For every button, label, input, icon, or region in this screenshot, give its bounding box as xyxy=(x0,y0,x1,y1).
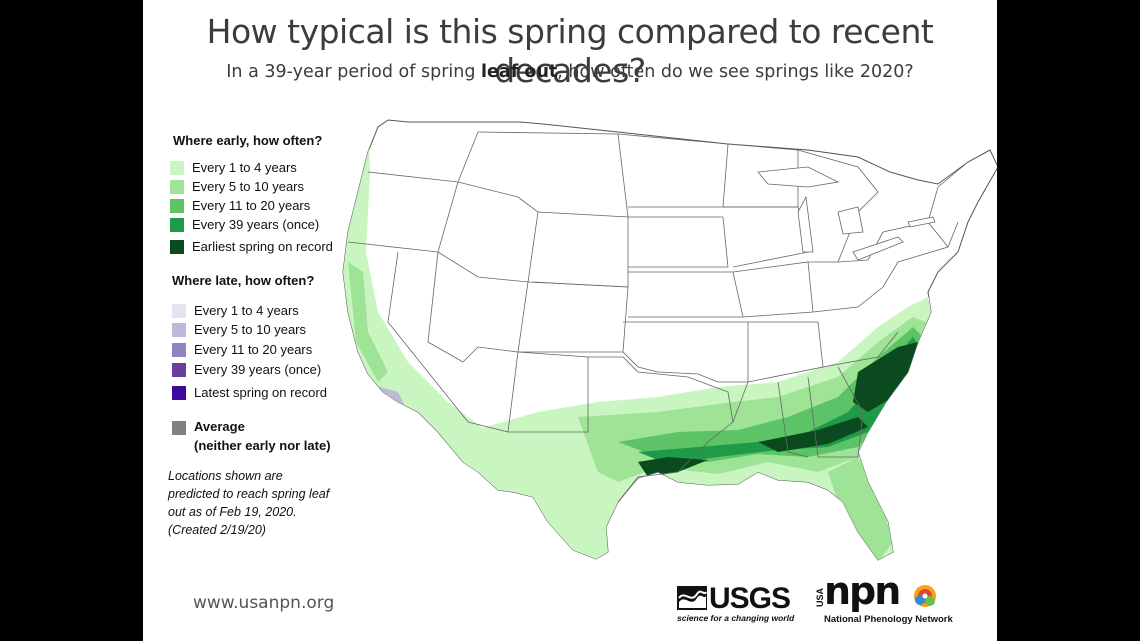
legend-swatch xyxy=(172,385,186,400)
lake-ontario xyxy=(907,216,936,228)
boundary-line xyxy=(437,181,539,283)
lake-michigan xyxy=(797,195,814,253)
subtitle-part-2: , how often do we see springs like 2020? xyxy=(557,62,914,82)
subtitle-bold: leaf out xyxy=(481,62,558,82)
lake-huron xyxy=(837,206,864,235)
legend-label: Every 11 to 20 years xyxy=(194,342,313,357)
usgs-tagline: science for a changing world xyxy=(677,613,795,623)
lake-erie xyxy=(852,236,904,261)
boundary-line xyxy=(797,149,879,263)
boundary-line xyxy=(732,261,814,318)
boundary-line xyxy=(518,281,629,353)
legend-average-line2: (neither early nor late) xyxy=(194,438,331,453)
boundary-line xyxy=(837,366,864,458)
legend-label: Every 39 years (once) xyxy=(194,362,322,377)
note-line: (Created 2/19/20) xyxy=(168,523,266,537)
legend-early-item: Every 39 years (once) xyxy=(170,217,319,232)
legend-early-heading: Where early, how often? xyxy=(173,133,323,148)
legend-label: Earliest spring on record xyxy=(192,239,333,254)
legend-early-item: Every 5 to 10 years xyxy=(170,179,304,194)
zone-west-coast-mid xyxy=(348,262,388,382)
usgs-mark-icon xyxy=(677,586,707,610)
boundary-line xyxy=(628,216,729,268)
zone-darkest-gulf xyxy=(638,457,708,477)
legend-label: Latest spring on record xyxy=(194,385,327,400)
great-lakes xyxy=(757,166,936,261)
legend-swatch xyxy=(172,303,186,318)
lake-superior xyxy=(757,166,840,188)
legend-late-item: Every 1 to 4 years xyxy=(172,303,299,318)
legend-label: Every 39 years (once) xyxy=(192,217,320,232)
us-leaf-out-map xyxy=(342,119,997,561)
zone-darkest-georgia xyxy=(758,417,868,452)
legend-late-item: Every 39 years (once) xyxy=(172,362,321,377)
legend-early-item: Earliest spring on record xyxy=(170,239,333,254)
map-title: How typical is this spring compared to r… xyxy=(206,12,934,90)
npn-fullname: National Phenology Network xyxy=(824,614,953,625)
boundary-line xyxy=(927,221,949,248)
boundary-line xyxy=(588,356,734,503)
legend-early-item: Every 11 to 20 years xyxy=(170,198,310,213)
website-url[interactable]: www.usanpn.org xyxy=(193,593,335,613)
boundary-line xyxy=(777,381,809,458)
zone-florida xyxy=(828,457,893,560)
usgs-logo[interactable]: USGS science for a changing world xyxy=(677,580,794,624)
boundary-line xyxy=(812,261,899,313)
boundary-line xyxy=(837,231,884,263)
boundary-line xyxy=(462,281,529,363)
boundary-line xyxy=(617,133,729,208)
legend-early-item: Every 1 to 4 years xyxy=(170,160,297,175)
legend-swatch xyxy=(170,217,184,232)
legend-swatch xyxy=(172,342,186,357)
legend-swatch xyxy=(172,322,186,337)
zone-texas-south xyxy=(518,472,608,559)
legend-label: Every 11 to 20 years xyxy=(192,198,311,213)
boundary-line xyxy=(732,381,749,423)
legend-swatch xyxy=(170,179,184,194)
boundary-line xyxy=(427,251,464,363)
slide: How typical is this spring compared to r… xyxy=(143,0,997,641)
legend-late-item: Latest spring on record xyxy=(172,385,327,400)
boundary-line xyxy=(747,321,824,383)
legend-late-item: Every 5 to 10 years xyxy=(172,322,306,337)
legend-swatch xyxy=(172,362,186,377)
npn-text: npn xyxy=(824,569,901,613)
boundary-line xyxy=(628,271,744,318)
note-line: Locations shown are xyxy=(168,469,283,483)
boundary-line xyxy=(807,376,819,458)
legend-label: Every 1 to 4 years xyxy=(194,303,299,318)
legend-swatch xyxy=(170,239,184,254)
zone-darkest-carolina xyxy=(853,342,918,412)
legend-swatch xyxy=(170,160,184,175)
boundary-line xyxy=(937,161,969,188)
npn-flower-icon xyxy=(914,585,936,607)
note-line: predicted to reach spring leaf xyxy=(168,487,330,501)
legend-average-label: Average (neither early nor late) xyxy=(194,417,331,455)
boundary-line xyxy=(508,351,589,433)
legend-late-heading: Where late, how often? xyxy=(172,273,315,288)
subtitle-part-1: In a 39-year period of spring xyxy=(226,62,482,82)
legend-average-line1: Average xyxy=(194,419,245,434)
usgs-text: USGS xyxy=(709,582,791,615)
npn-logo[interactable]: USA npn National Phenology Network xyxy=(815,569,953,627)
legend-late-item: Every 11 to 20 years xyxy=(172,342,312,357)
boundary-line xyxy=(387,251,469,423)
boundary-line xyxy=(822,331,899,368)
note-line: out as of Feb 19, 2020. xyxy=(168,505,297,519)
map-note: Locations shown are predicted to reach s… xyxy=(168,467,368,539)
legend-label: Every 5 to 10 years xyxy=(192,179,304,194)
legend-average-swatch xyxy=(172,421,186,435)
map-subtitle: In a 39-year period of spring leaf out, … xyxy=(143,62,997,82)
boundary-line xyxy=(622,321,749,383)
legend-swatch xyxy=(170,198,184,213)
legend-label: Every 5 to 10 years xyxy=(194,322,306,337)
legend-label: Every 1 to 4 years xyxy=(192,160,297,175)
